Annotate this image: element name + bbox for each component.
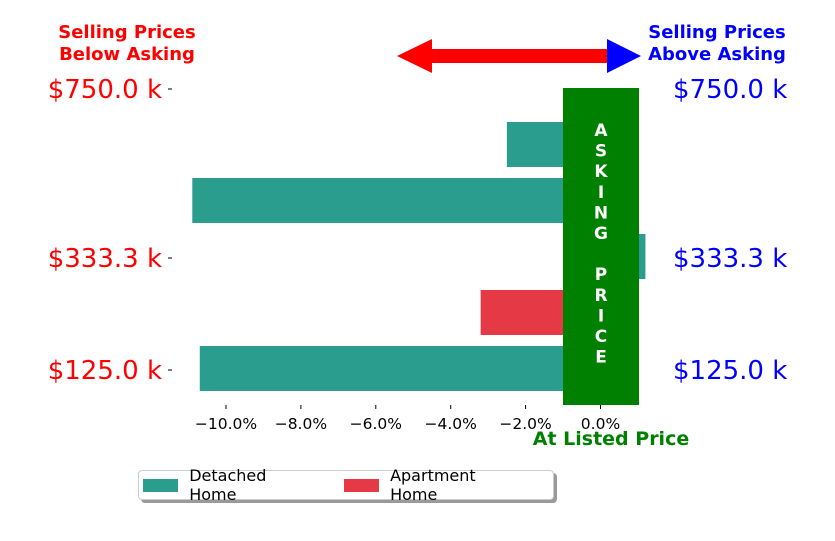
band-letter: R (594, 286, 607, 306)
y-tick-label-right: $333.3 k (673, 244, 787, 274)
legend-item-apartment: Apartment Home (343, 466, 525, 504)
y-tick-label-left: $333.3 k (48, 244, 162, 274)
band-letter: G (594, 224, 608, 244)
x-tick-label: −10.0% (195, 415, 257, 433)
legend: Detached Home Apartment Home (138, 466, 554, 504)
at-listed-price-label: At Listed Price (533, 428, 689, 450)
y-tick-label-left: $125.0 k (48, 356, 162, 386)
x-axis: −10.0% −8.0% −6.0% −4.0% −2.0% 0.0% (195, 405, 620, 433)
band-letter: K (594, 162, 608, 182)
right-title-line: Selling Prices (648, 22, 785, 43)
asking-price-band (563, 88, 639, 405)
y-axis-left: $750.0 k $333.3 k $125.0 k (48, 75, 172, 386)
legend-label-apartment: Apartment Home (390, 466, 476, 504)
band-letter: C (595, 327, 607, 347)
left-title-line: Below Asking (59, 44, 195, 65)
band-letter: I (598, 306, 604, 326)
y-tick-label-right: $750.0 k (673, 75, 787, 105)
legend-swatch-apartment (343, 478, 380, 492)
legend-label-detached: Detached Home (189, 466, 267, 504)
arrow-head-left (397, 39, 432, 73)
x-tick-label: −4.0% (425, 415, 477, 433)
x-tick-label: 0.0% (581, 415, 620, 433)
band-letter: A (594, 121, 608, 141)
right-title-line: Above Asking (648, 44, 786, 65)
band-letter: I (598, 183, 604, 203)
x-tick-label: −8.0% (275, 415, 327, 433)
band-letter: E (595, 348, 607, 368)
arrow-head-right (607, 39, 641, 73)
band-letter: N (594, 203, 608, 223)
y-tick-label-right: $125.0 k (673, 356, 787, 386)
x-tick-label: −6.0% (350, 415, 402, 433)
bar-2 (192, 178, 601, 223)
x-tick-label: −2.0% (499, 415, 551, 433)
arrow-shaft (430, 49, 612, 63)
legend-swatch-detached (143, 478, 179, 492)
y-tick-label-left: $750.0 k (48, 75, 162, 105)
legend-item-detached: Detached Home (143, 466, 316, 504)
left-title-line: Selling Prices (58, 22, 195, 43)
y-axis-right: $750.0 k $333.3 k $125.0 k (673, 75, 787, 386)
band-letter: P (595, 265, 607, 285)
bar-5 (199, 346, 601, 391)
band-letter: S (595, 142, 607, 162)
